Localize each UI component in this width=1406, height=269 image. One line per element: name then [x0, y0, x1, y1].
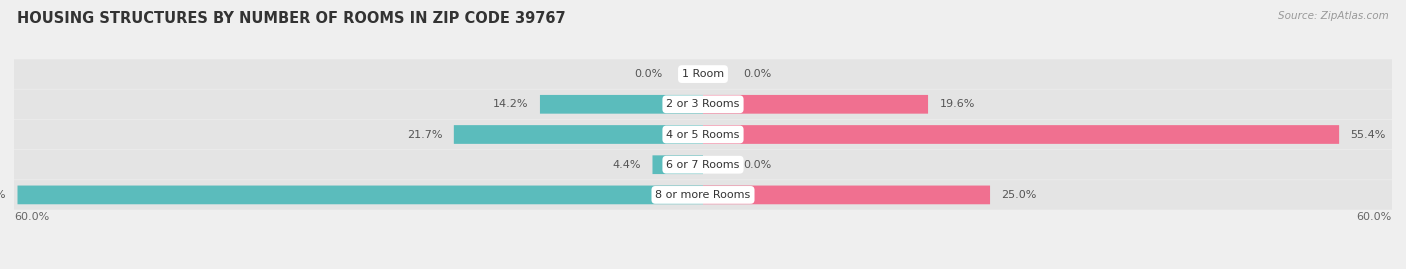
Text: 4 or 5 Rooms: 4 or 5 Rooms — [666, 129, 740, 140]
Text: 8 or more Rooms: 8 or more Rooms — [655, 190, 751, 200]
FancyBboxPatch shape — [454, 125, 703, 144]
FancyBboxPatch shape — [14, 150, 1392, 179]
FancyBboxPatch shape — [14, 120, 1392, 149]
FancyBboxPatch shape — [14, 180, 1392, 210]
Text: 6 or 7 Rooms: 6 or 7 Rooms — [666, 160, 740, 170]
Text: 4.4%: 4.4% — [613, 160, 641, 170]
Text: 55.4%: 55.4% — [1351, 129, 1386, 140]
Text: HOUSING STRUCTURES BY NUMBER OF ROOMS IN ZIP CODE 39767: HOUSING STRUCTURES BY NUMBER OF ROOMS IN… — [17, 11, 565, 26]
Text: 60.0%: 60.0% — [1357, 212, 1392, 222]
Text: 1 Room: 1 Room — [682, 69, 724, 79]
Text: 19.6%: 19.6% — [939, 99, 974, 109]
Text: 14.2%: 14.2% — [494, 99, 529, 109]
Text: 0.0%: 0.0% — [634, 69, 662, 79]
FancyBboxPatch shape — [14, 90, 1392, 119]
Text: 2 or 3 Rooms: 2 or 3 Rooms — [666, 99, 740, 109]
FancyBboxPatch shape — [540, 95, 703, 114]
FancyBboxPatch shape — [703, 95, 928, 114]
Text: 59.7%: 59.7% — [0, 190, 6, 200]
FancyBboxPatch shape — [17, 186, 703, 204]
FancyBboxPatch shape — [703, 186, 990, 204]
Text: 0.0%: 0.0% — [744, 160, 772, 170]
FancyBboxPatch shape — [703, 125, 1339, 144]
FancyBboxPatch shape — [14, 59, 1392, 89]
Text: Source: ZipAtlas.com: Source: ZipAtlas.com — [1278, 11, 1389, 21]
FancyBboxPatch shape — [652, 155, 703, 174]
Text: 60.0%: 60.0% — [14, 212, 49, 222]
Text: 21.7%: 21.7% — [406, 129, 443, 140]
Text: 25.0%: 25.0% — [1001, 190, 1036, 200]
Text: 0.0%: 0.0% — [744, 69, 772, 79]
